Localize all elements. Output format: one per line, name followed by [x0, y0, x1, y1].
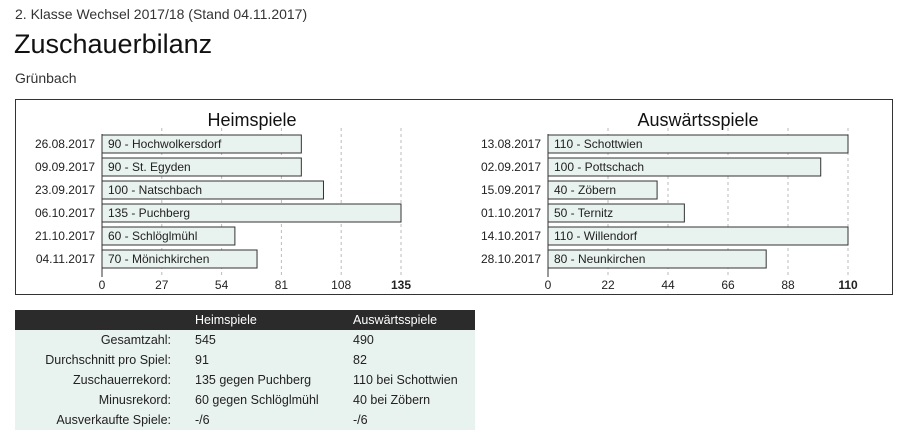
bar-label: 110 - Schottwien: [554, 137, 643, 151]
tick-label: 110: [838, 278, 858, 292]
bar: [101, 157, 302, 177]
bar-label: 100 - Natschbach: [108, 183, 202, 197]
bar-label: 80 - Neunkirchen: [554, 252, 645, 266]
tick-label: 27: [155, 278, 169, 292]
bar: [547, 180, 658, 200]
stats-header-away: Auswärtsspiele: [347, 310, 475, 330]
tick-label: 0: [545, 278, 552, 292]
bar: [101, 249, 258, 269]
chart-title: Heimspiele: [207, 110, 296, 130]
table-row: Durchschnitt pro Spiel: 91 82: [15, 350, 475, 370]
tick-label: 66: [721, 278, 735, 292]
chart-panel: Heimspiele 0 27 54 81 108 135 26.08.2017 90 - Ho…: [15, 99, 893, 295]
tick-label: 81: [275, 278, 289, 292]
stats-row-label: Zuschauerrekord:: [15, 370, 189, 390]
category-label: 13.08.2017: [481, 137, 541, 151]
page-subtitle: 2. Klasse Wechsel 2017/18 (Stand 04.11.2…: [15, 6, 308, 22]
category-label: 06.10.2017: [35, 206, 95, 220]
table-row: Gesamtzahl: 545 490: [15, 330, 475, 350]
stats-row-label: Minusrekord:: [15, 390, 189, 410]
stats-away-value: 110 bei Schottwien: [347, 370, 475, 390]
bar: [547, 249, 767, 269]
stats-header-row: Heimspiele Auswärtsspiele: [15, 310, 475, 330]
bar: [547, 226, 849, 246]
stats-away-value: 490: [347, 330, 475, 350]
tick-label: 0: [99, 278, 106, 292]
page-title: Zuschauerbilanz: [14, 29, 213, 59]
stats-away-value: 40 bei Zöbern: [347, 390, 475, 410]
stats-home-value: 135 gegen Puchberg: [189, 370, 347, 390]
stats-home-value: 60 gegen Schlöglmühl: [189, 390, 347, 410]
tick-label: 44: [661, 278, 675, 292]
category-label: 09.09.2017: [35, 160, 95, 174]
category-label: 21.10.2017: [35, 229, 95, 243]
bar-label: 90 - Hochwolkersdorf: [108, 137, 222, 151]
bar: [101, 226, 236, 246]
stats-row-label: Durchschnitt pro Spiel:: [15, 350, 189, 370]
stats-table: Heimspiele Auswärtsspiele Gesamtzahl: 54…: [15, 310, 475, 430]
stats-home-value: -/6: [189, 410, 347, 430]
bar: [101, 180, 324, 200]
bar-label: 70 - Mönichkirchen: [108, 252, 209, 266]
bar: [547, 157, 822, 177]
category-label: 26.08.2017: [35, 137, 95, 151]
bar: [547, 134, 849, 154]
bar-label: 100 - Pottschach: [554, 160, 644, 174]
category-label: 15.09.2017: [481, 183, 541, 197]
category-label: 14.10.2017: [481, 229, 541, 243]
bar-label: 90 - St. Egyden: [108, 160, 191, 174]
table-row: Minusrekord: 60 gegen Schlöglmühl 40 bei…: [15, 390, 475, 410]
tick-label: 108: [331, 278, 351, 292]
bar-label: 110 - Willendorf: [554, 229, 638, 243]
bar: [101, 203, 402, 223]
bar-label: 60 - Schlöglmühl: [108, 229, 197, 243]
stats-home-value: 91: [189, 350, 347, 370]
stats-header-home: Heimspiele: [189, 310, 347, 330]
team-name: Grünbach: [15, 70, 77, 86]
category-label: 23.09.2017: [35, 183, 95, 197]
charts-svg: Heimspiele 0 27 54 81 108 135 26.08.2017 90 - Ho…: [35, 110, 858, 292]
tick-label: 135: [391, 278, 411, 292]
table-row: Ausverkaufte Spiele: -/6 -/6: [15, 410, 475, 430]
bar-label: 40 - Zöbern: [554, 183, 616, 197]
tick-label: 88: [781, 278, 795, 292]
stats-header-label: [15, 310, 189, 330]
category-label: 04.11.2017: [36, 252, 95, 266]
category-label: 02.09.2017: [481, 160, 541, 174]
bar-label: 135 - Puchberg: [108, 206, 190, 220]
stats-row-label: Gesamtzahl:: [15, 330, 189, 350]
bar-label: 50 - Ternitz: [554, 206, 613, 220]
bar: [101, 134, 302, 154]
stats-away-value: -/6: [347, 410, 475, 430]
stats-home-value: 545: [189, 330, 347, 350]
category-label: 28.10.2017: [481, 252, 541, 266]
tick-label: 22: [601, 278, 615, 292]
stats-row-label: Ausverkaufte Spiele:: [15, 410, 189, 430]
stats-away-value: 82: [347, 350, 475, 370]
chart-title: Auswärtsspiele: [637, 110, 758, 130]
bar: [547, 203, 685, 223]
tick-label: 54: [215, 278, 229, 292]
category-label: 01.10.2017: [481, 206, 541, 220]
table-row: Zuschauerrekord: 135 gegen Puchberg 110 …: [15, 370, 475, 390]
